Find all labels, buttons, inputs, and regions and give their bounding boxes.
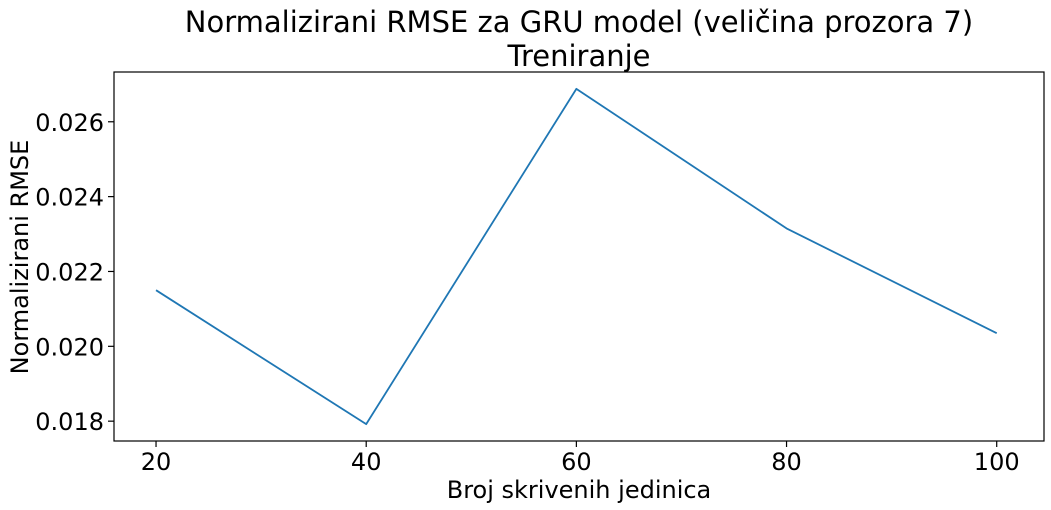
chart-title: Normalizirani RMSE za GRU model (veličin… [185, 5, 973, 39]
x-tick-label: 80 [771, 448, 802, 476]
y-tick-label: 0.026 [35, 109, 104, 137]
axes-frame [113, 71, 1045, 442]
x-tick-label: 60 [561, 448, 592, 476]
y-tick-label: 0.022 [35, 258, 104, 286]
x-axis-label: Broj skrivenih jedinica [447, 476, 712, 504]
y-axis-label: Normalizirani RMSE [6, 140, 34, 375]
series-line [155, 87, 998, 426]
plot-area: 20 40 60 80 100 0.018 0.020 0.022 0.024 0.026 [35, 71, 1045, 476]
x-tick-label: 20 [141, 448, 172, 476]
x-tick-label: 100 [974, 448, 1020, 476]
x-tick-label: 40 [351, 448, 382, 476]
y-tick-label: 0.018 [35, 408, 104, 436]
y-tick-label: 0.024 [35, 184, 104, 212]
y-tick-label: 0.020 [35, 333, 104, 361]
chart-subtitle: Treniranje [507, 39, 651, 73]
